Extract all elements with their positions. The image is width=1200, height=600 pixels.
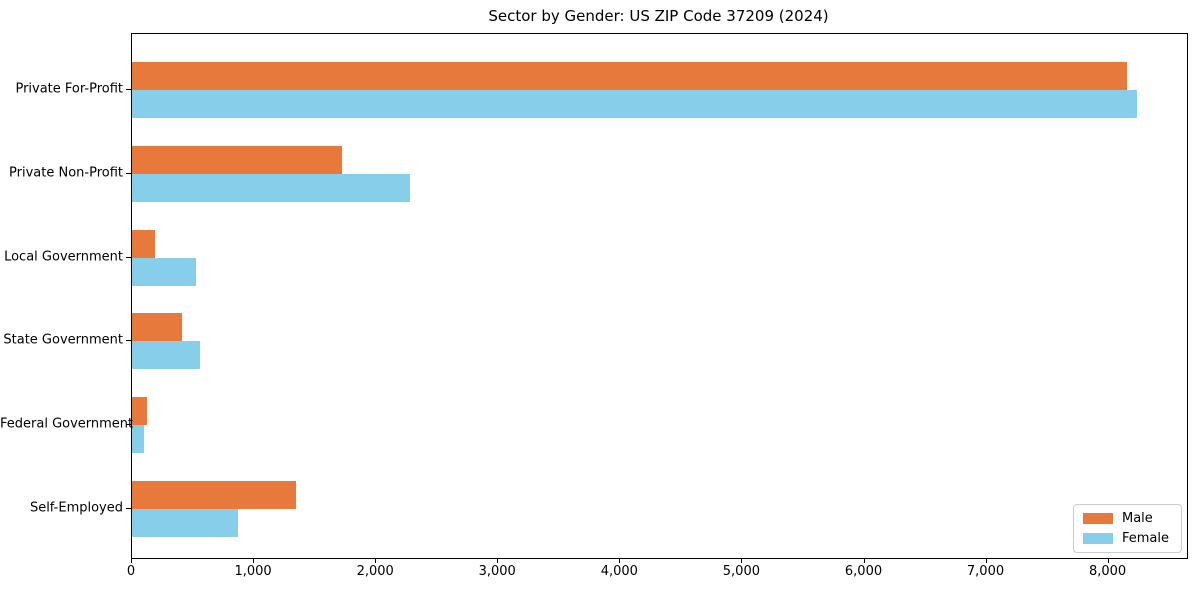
- bar-male-1: [132, 62, 1127, 90]
- bar-male-3: [132, 229, 155, 258]
- legend-item-female: Female: [1082, 531, 1169, 546]
- x-tick-label: 0: [126, 564, 136, 579]
- y-tick-label: State Government: [3, 332, 123, 348]
- legend-label: Male: [1121, 511, 1153, 526]
- y-tick-label: Private Non-Profit: [9, 165, 123, 181]
- y-tick-mark: [126, 172, 131, 174]
- y-tick-label: Federal Government: [0, 416, 134, 432]
- bar-female-5: [132, 425, 144, 454]
- bar-female-6: [132, 509, 239, 537]
- x-tick-label: 6,000: [844, 564, 883, 579]
- bar-female-4: [132, 341, 201, 370]
- x-tick-mark: [619, 558, 621, 563]
- x-tick-label: 7,000: [966, 564, 1005, 579]
- x-tick-mark: [497, 558, 499, 563]
- y-tick-mark: [126, 508, 131, 509]
- x-tick-mark: [741, 558, 743, 563]
- x-tick-mark: [863, 558, 865, 563]
- bar-female-3: [132, 257, 196, 286]
- y-tick-mark: [126, 89, 131, 90]
- y-tick-mark: [126, 424, 131, 426]
- x-tick-mark: [985, 558, 987, 563]
- bar-female-2: [132, 173, 411, 202]
- bar-male-2: [132, 145, 342, 174]
- x-tick-mark: [375, 558, 377, 563]
- legend: Male Female: [1072, 504, 1182, 553]
- y-tick-label: Self-Employed: [29, 500, 123, 516]
- legend-label: Female: [1121, 531, 1169, 546]
- plot-area: Male Female: [131, 33, 1188, 559]
- y-tick-mark: [126, 340, 131, 342]
- bar-male-6: [132, 481, 296, 509]
- y-tick-label: Local Government: [4, 249, 123, 265]
- y-tick-label: Private For-Profit: [15, 81, 123, 97]
- x-tick-mark: [253, 558, 255, 563]
- bar-female-1: [132, 90, 1137, 118]
- x-tick-label: 1,000: [234, 564, 272, 579]
- chart-title: Sector by Gender: US ZIP Code 37209 (202…: [488, 7, 829, 25]
- legend-swatch-female: [1082, 533, 1113, 544]
- legend-item-male: Male: [1082, 511, 1169, 526]
- bar-male-5: [132, 397, 148, 426]
- x-tick-label: 3,000: [478, 564, 516, 579]
- legend-swatch-male: [1082, 513, 1113, 524]
- x-tick-mark: [131, 558, 132, 563]
- x-tick-label: 5,000: [722, 564, 760, 579]
- y-tick-mark: [126, 256, 131, 258]
- x-tick-label: 4,000: [600, 564, 638, 579]
- x-tick-mark: [1107, 558, 1109, 563]
- x-tick-label: 2,000: [356, 564, 394, 579]
- x-tick-label: 8,000: [1088, 564, 1127, 579]
- bar-male-4: [132, 313, 183, 342]
